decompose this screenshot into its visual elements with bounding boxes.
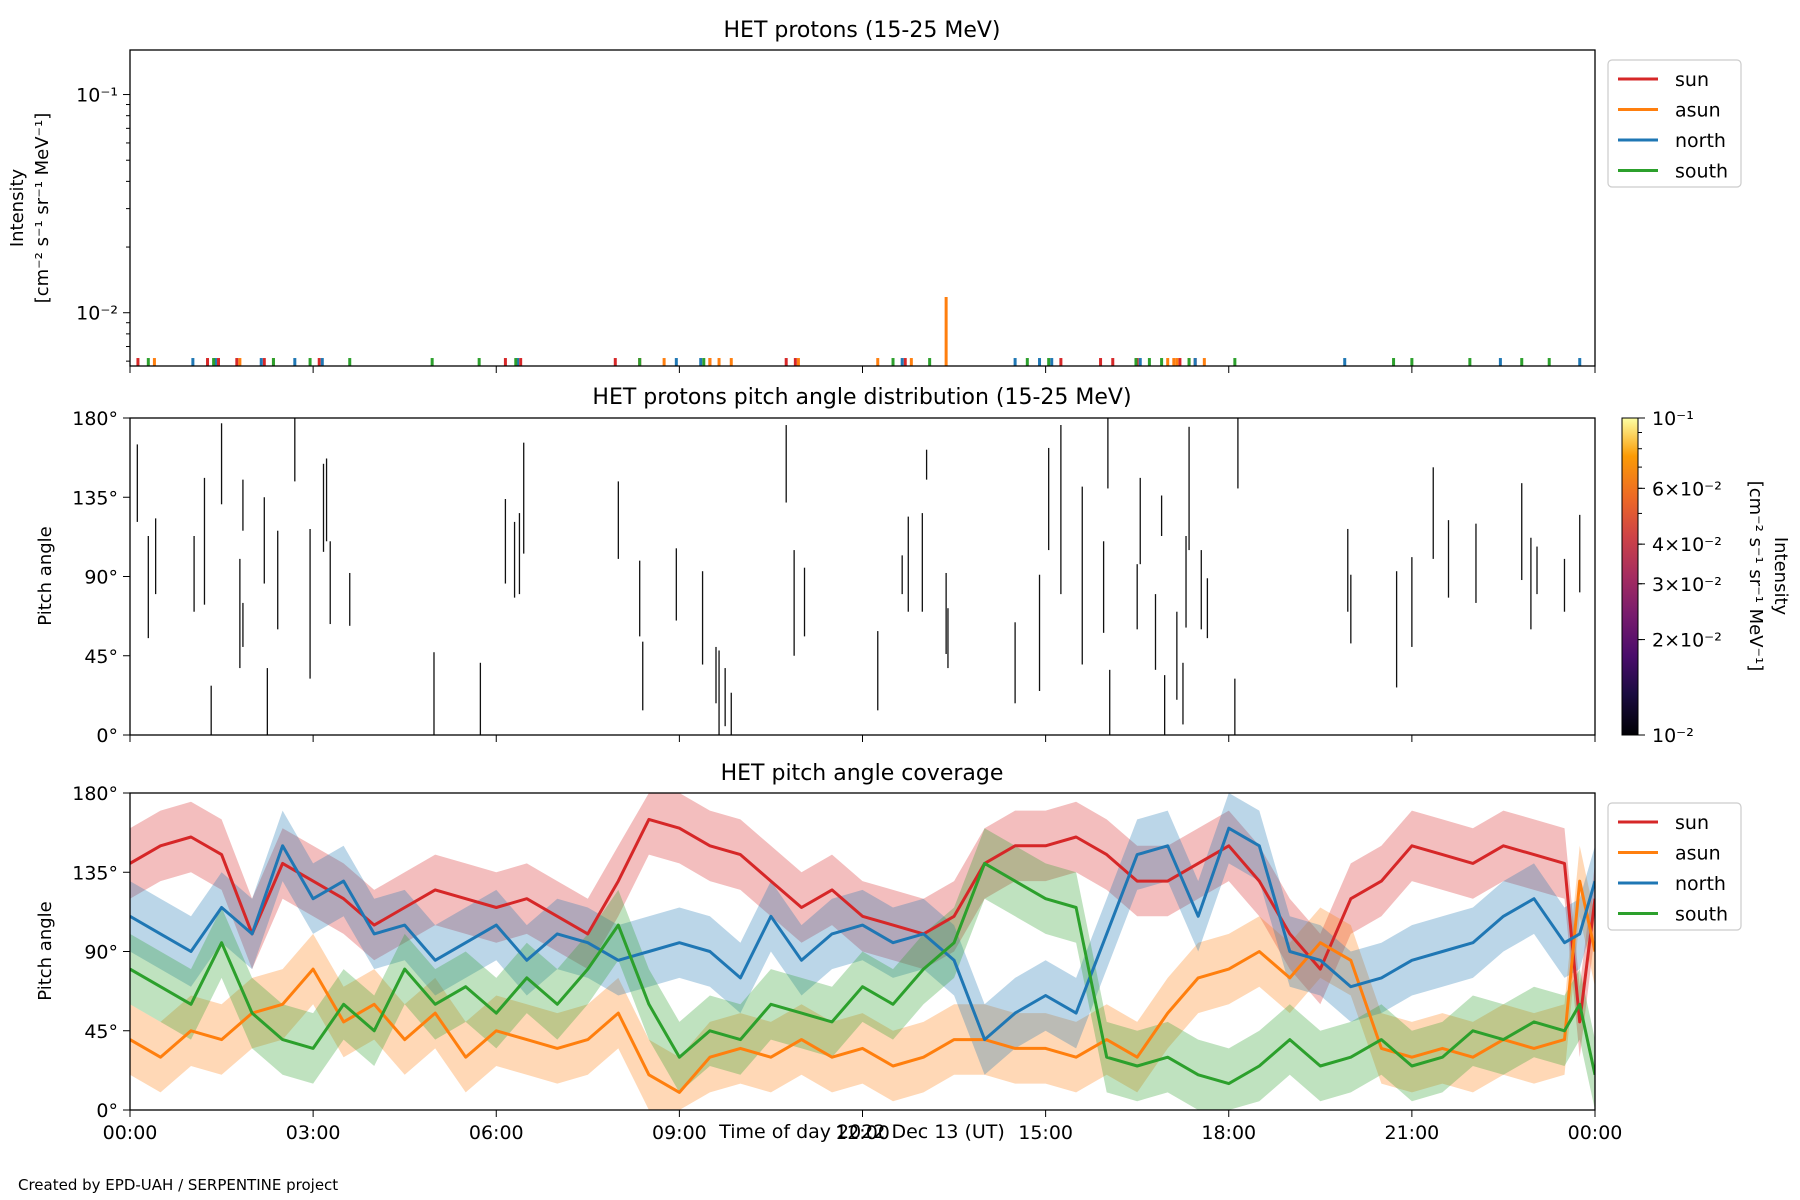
panel-3-legend: sun asun north south <box>1607 802 1742 931</box>
panel-intensity: HET protons (15-25 MeV) 10⁻¹ 10⁻² Intensi… <box>7 18 1742 373</box>
x-tick-label: 15:00 <box>1018 1122 1073 1144</box>
y-tick-label: 45° <box>84 1021 118 1043</box>
x-tick-label: 00:00 <box>103 1122 158 1144</box>
y-tick-label: 180° <box>72 783 118 805</box>
x-tick-label: 00:00 <box>1568 1122 1623 1144</box>
panel-2-title: HET protons pitch angle distribution (15… <box>592 385 1131 410</box>
line-south <box>130 861 1595 1086</box>
legend-label-north: north <box>1675 130 1726 152</box>
panel-3-title: HET pitch angle coverage <box>721 761 1004 786</box>
y-tick-label: 10⁻² <box>76 303 118 325</box>
panel-1-axes: 10⁻¹ 10⁻² <box>76 85 1596 373</box>
colorbar-ticks: 10⁻¹ 6×10⁻² 4×10⁻² 3×10⁻² 2×10⁻² 10⁻² <box>1638 408 1722 747</box>
colorbar <box>1621 417 1639 736</box>
panel-3-series <box>130 793 1595 1110</box>
y-tick-label: 90° <box>84 567 118 589</box>
colorbar-tick-label: 4×10⁻² <box>1652 534 1722 556</box>
legend-label-south: south <box>1675 904 1728 926</box>
panel-2-marks <box>136 418 1581 735</box>
y-tick-label: 0° <box>96 725 118 747</box>
colorbar-tick-label: 3×10⁻² <box>1652 574 1722 596</box>
legend-label-north: north <box>1675 873 1726 895</box>
panel-1-legend: sun asun north south <box>1607 59 1742 188</box>
legend-label-south: south <box>1675 161 1728 183</box>
legend-label-sun: sun <box>1675 812 1709 834</box>
panel-2-axes: 0° 45° 90° 135° 180° <box>72 408 1596 747</box>
y-tick-label: 90° <box>84 942 118 964</box>
x-tick-label: 12:00 <box>835 1122 890 1144</box>
colorbar-tick-label: 10⁻² <box>1652 725 1694 747</box>
legend-label-sun: sun <box>1675 69 1709 91</box>
legend-label-asun: asun <box>1675 843 1721 865</box>
panel-1-frame <box>129 49 1596 367</box>
band-north <box>130 793 1595 1075</box>
panel-1-ylabel-line1: Intensity <box>7 168 28 247</box>
line-north <box>130 826 1595 1042</box>
panel-3-axes: 0° 45° 90° 135° 180° 00:00 03:00 06:00 09:00 12:0… <box>72 783 1622 1144</box>
panel-pitch-angle-distribution: HET protons pitch angle distribution (15… <box>35 385 1791 747</box>
colorbar-tick-label: 2×10⁻² <box>1652 630 1722 652</box>
x-tick-label: 09:00 <box>652 1122 707 1144</box>
y-tick-label: 180° <box>72 408 118 430</box>
y-tick-label: 0° <box>96 1100 118 1122</box>
x-axis-label: Time of day 2022 Dec 13 (UT) <box>718 1121 1005 1143</box>
line-sun <box>130 817 1595 1024</box>
x-tick-label: 06:00 <box>469 1122 524 1144</box>
credit-text: Created by EPD-UAH / SERPENTINE project <box>18 1176 339 1194</box>
x-tick-label: 18:00 <box>1201 1122 1256 1144</box>
band-south <box>130 828 1595 1110</box>
x-tick-label: 03:00 <box>286 1122 341 1144</box>
x-tick-label: 21:00 <box>1384 1122 1439 1144</box>
colorbar-tick-label: 6×10⁻² <box>1652 478 1722 500</box>
y-tick-label: 135° <box>72 487 118 509</box>
panel-pitch-angle-coverage: HET pitch angle coverage 0° 45° 90° 135° 180… <box>35 761 1742 1144</box>
y-tick-label: 10⁻¹ <box>76 85 118 107</box>
band-asun <box>130 845 1595 1110</box>
panel-1-series <box>136 297 1582 366</box>
y-tick-label: 45° <box>84 646 118 668</box>
y-tick-label: 135° <box>72 862 118 884</box>
panel-1-ylabel-line2: [cm⁻² s⁻¹ sr⁻¹ MeV⁻¹] <box>32 113 53 304</box>
line-asun <box>130 879 1595 1094</box>
legend-box <box>1607 59 1742 188</box>
colorbar-label-line1: Intensity <box>1770 537 1791 616</box>
legend-box <box>1607 802 1742 931</box>
panel-3-ylabel: Pitch angle <box>35 901 56 1000</box>
colorbar-tick-label: 10⁻¹ <box>1652 408 1694 430</box>
panel-2-ylabel: Pitch angle <box>35 526 56 625</box>
legend-label-asun: asun <box>1675 100 1721 122</box>
panel-1-title: HET protons (15-25 MeV) <box>724 18 1001 43</box>
colorbar-label-line2: [cm⁻² s⁻¹ sr⁻¹ MeV⁻¹] <box>1745 481 1766 672</box>
